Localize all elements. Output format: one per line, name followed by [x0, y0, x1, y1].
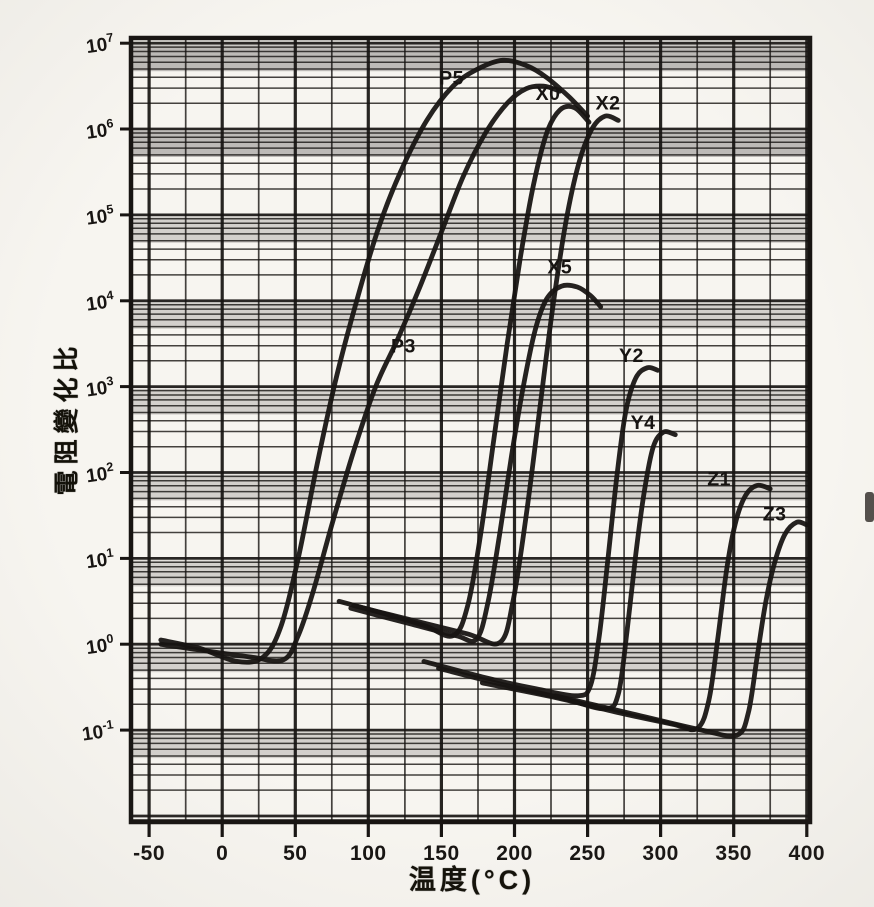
y-tick-label: 100: [85, 631, 116, 659]
x-tick-label: 150: [423, 842, 460, 865]
x-tick-label: 250: [569, 842, 606, 865]
curve-P3: [158, 83, 563, 664]
x-tick-label: 400: [789, 842, 826, 865]
minor-grid-band: [131, 45, 810, 72]
curve-Z3: [553, 519, 810, 739]
x-tick-label: 200: [496, 842, 533, 865]
x-tick-label: 0: [216, 842, 228, 865]
minor-grid-band: [131, 388, 810, 415]
curve-X2: [351, 113, 621, 647]
y-tick-label: 102: [85, 460, 116, 488]
y-tick-label: 104: [85, 288, 116, 316]
y-tick-label: 105: [85, 202, 116, 230]
curve-label-X5: X5: [547, 256, 572, 278]
x-tick-label: 50: [283, 842, 307, 865]
y-axis-title: 電阻變化比: [53, 340, 81, 496]
curve-label-Y2: Y2: [619, 345, 644, 367]
x-axis-title: 温度(°C): [408, 865, 536, 895]
scan-smudge: [865, 492, 874, 522]
curve-X5: [348, 282, 604, 644]
x-tick-label: -50: [133, 842, 165, 865]
y-tick-label: 103: [85, 374, 116, 402]
curve-Y2: [421, 365, 661, 699]
minor-grid-band: [131, 302, 810, 329]
x-tick-labels: -50 0 50 100 150 200 250 300 350 400: [133, 842, 826, 865]
curve-label-Z1: Z1: [707, 469, 731, 491]
curve-label-Z3: Z3: [763, 504, 787, 526]
curve-label-X0: X0: [536, 83, 561, 105]
curves: [158, 57, 810, 739]
y-tick-labels: 107 106 105 104 103 102 101 100 10-1: [80, 30, 115, 745]
curve-labels: P5 P3 X0 X2 X5 Y2 Y4 Z1 Z3: [391, 68, 787, 526]
curve-label-P5: P5: [439, 68, 464, 90]
plot-frame: [128, 35, 813, 825]
y-tick-label: 101: [85, 546, 116, 574]
y-tick-label: 106: [85, 116, 116, 144]
gridline-smudge-bands: [131, 45, 810, 759]
minor-grid-band: [131, 732, 810, 759]
minor-grid-band: [131, 131, 810, 157]
x-tick-label: 100: [350, 842, 387, 865]
tick-marks: [120, 41, 809, 837]
x-tick-label: 350: [715, 842, 752, 865]
curve-label-X2: X2: [596, 92, 621, 114]
curve-label-Y4: Y4: [631, 412, 656, 434]
y-tick-label: 10-1: [80, 717, 115, 745]
minor-grid-band: [131, 216, 810, 243]
curve-P5: [158, 57, 590, 665]
y-tick-label: 107: [85, 30, 116, 58]
curve-label-P3: P3: [391, 335, 416, 357]
x-tick-label: 300: [642, 842, 679, 865]
